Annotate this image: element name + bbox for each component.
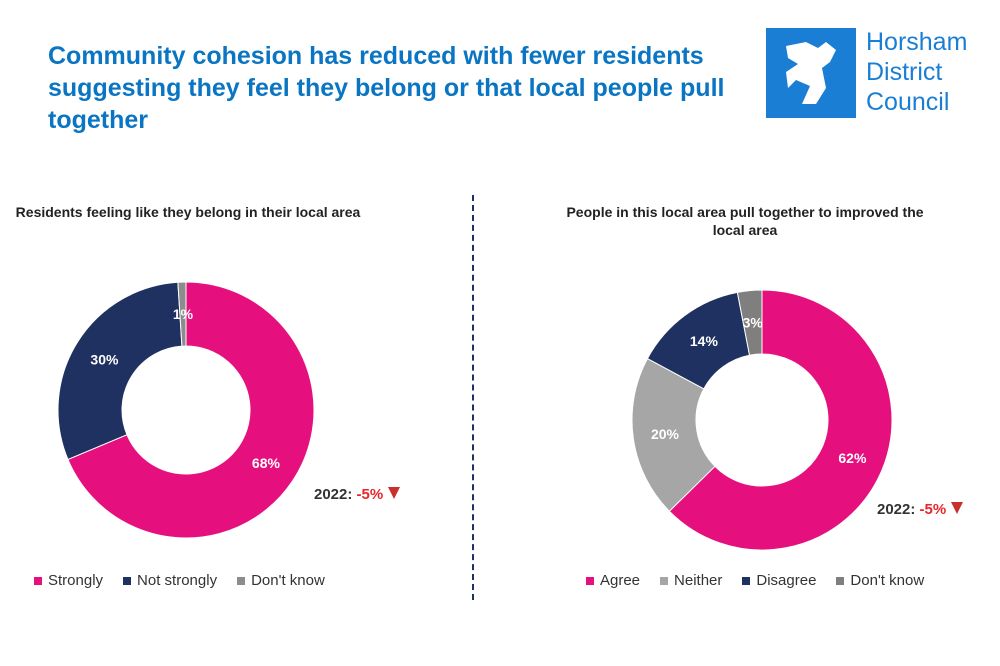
legend-label: Not strongly xyxy=(137,572,218,589)
data-label: 68% xyxy=(252,455,281,471)
legend-label: Don't know xyxy=(850,572,925,589)
logo-line: District xyxy=(866,58,943,86)
legend-label: Agree xyxy=(600,572,641,589)
legend-item: Don't know xyxy=(836,572,924,589)
legend-label: Strongly xyxy=(48,572,104,589)
data-label: 3% xyxy=(743,314,764,330)
down-triangle-icon xyxy=(951,502,964,514)
down-triangle-icon xyxy=(388,487,401,499)
legend-item: Not strongly xyxy=(123,572,217,589)
donut-slice-agree xyxy=(668,289,893,551)
data-label: 62% xyxy=(838,450,867,466)
donut-slice-strongly xyxy=(67,281,315,539)
legend-label: Don't know xyxy=(251,572,325,589)
legend-pull-together: Agree Neither Disagree Don't know xyxy=(586,572,924,589)
data-label: 1% xyxy=(173,306,194,322)
legend-label: Disagree xyxy=(756,572,817,589)
donut-slice-don-t-know xyxy=(736,289,763,356)
divider xyxy=(472,195,474,600)
legend-swatch xyxy=(34,577,42,585)
legend-swatch xyxy=(586,577,594,585)
logo-line: Horsham xyxy=(866,28,968,56)
logo-text: Horsham District Council xyxy=(866,27,967,117)
legend-swatch xyxy=(660,577,669,585)
data-label: 14% xyxy=(690,333,719,349)
data-label: 30% xyxy=(90,351,119,367)
legend-item: Disagree xyxy=(742,572,816,589)
donut-slice-don-t-know xyxy=(177,281,187,347)
change-note-pull-together: 2022: -5% xyxy=(877,500,964,518)
logo-line: Council xyxy=(866,88,950,116)
donut-slice-not-strongly xyxy=(57,281,183,461)
change-note-belong: 2022: -5% xyxy=(314,485,401,503)
legend-item: Don't know xyxy=(237,572,325,589)
chart-title-belong: Residents feeling like they belong in th… xyxy=(15,204,361,220)
chart-title-pull-together: People in this local area pull together … xyxy=(566,204,924,238)
legend-belong: Strongly Not strongly Don't know xyxy=(34,572,325,589)
legend-label: Neither xyxy=(674,572,723,589)
page-title: Community cohesion has reduced with fewe… xyxy=(48,42,725,134)
legend-item: Agree xyxy=(586,572,640,589)
note-label: 2022: xyxy=(877,501,916,518)
legend-swatch xyxy=(237,577,246,585)
note-label: 2022: xyxy=(314,486,353,503)
note-change: -5% xyxy=(919,501,947,518)
legend-item: Strongly xyxy=(34,572,103,589)
legend-swatch xyxy=(742,577,751,585)
horsham-lion-logo xyxy=(766,28,856,118)
legend-item: Neither xyxy=(660,572,722,589)
legend-swatch xyxy=(123,577,132,585)
note-change: -5% xyxy=(356,486,384,503)
donut-slice-neither xyxy=(631,357,716,512)
data-label: 20% xyxy=(651,426,680,442)
legend-swatch xyxy=(836,577,845,585)
